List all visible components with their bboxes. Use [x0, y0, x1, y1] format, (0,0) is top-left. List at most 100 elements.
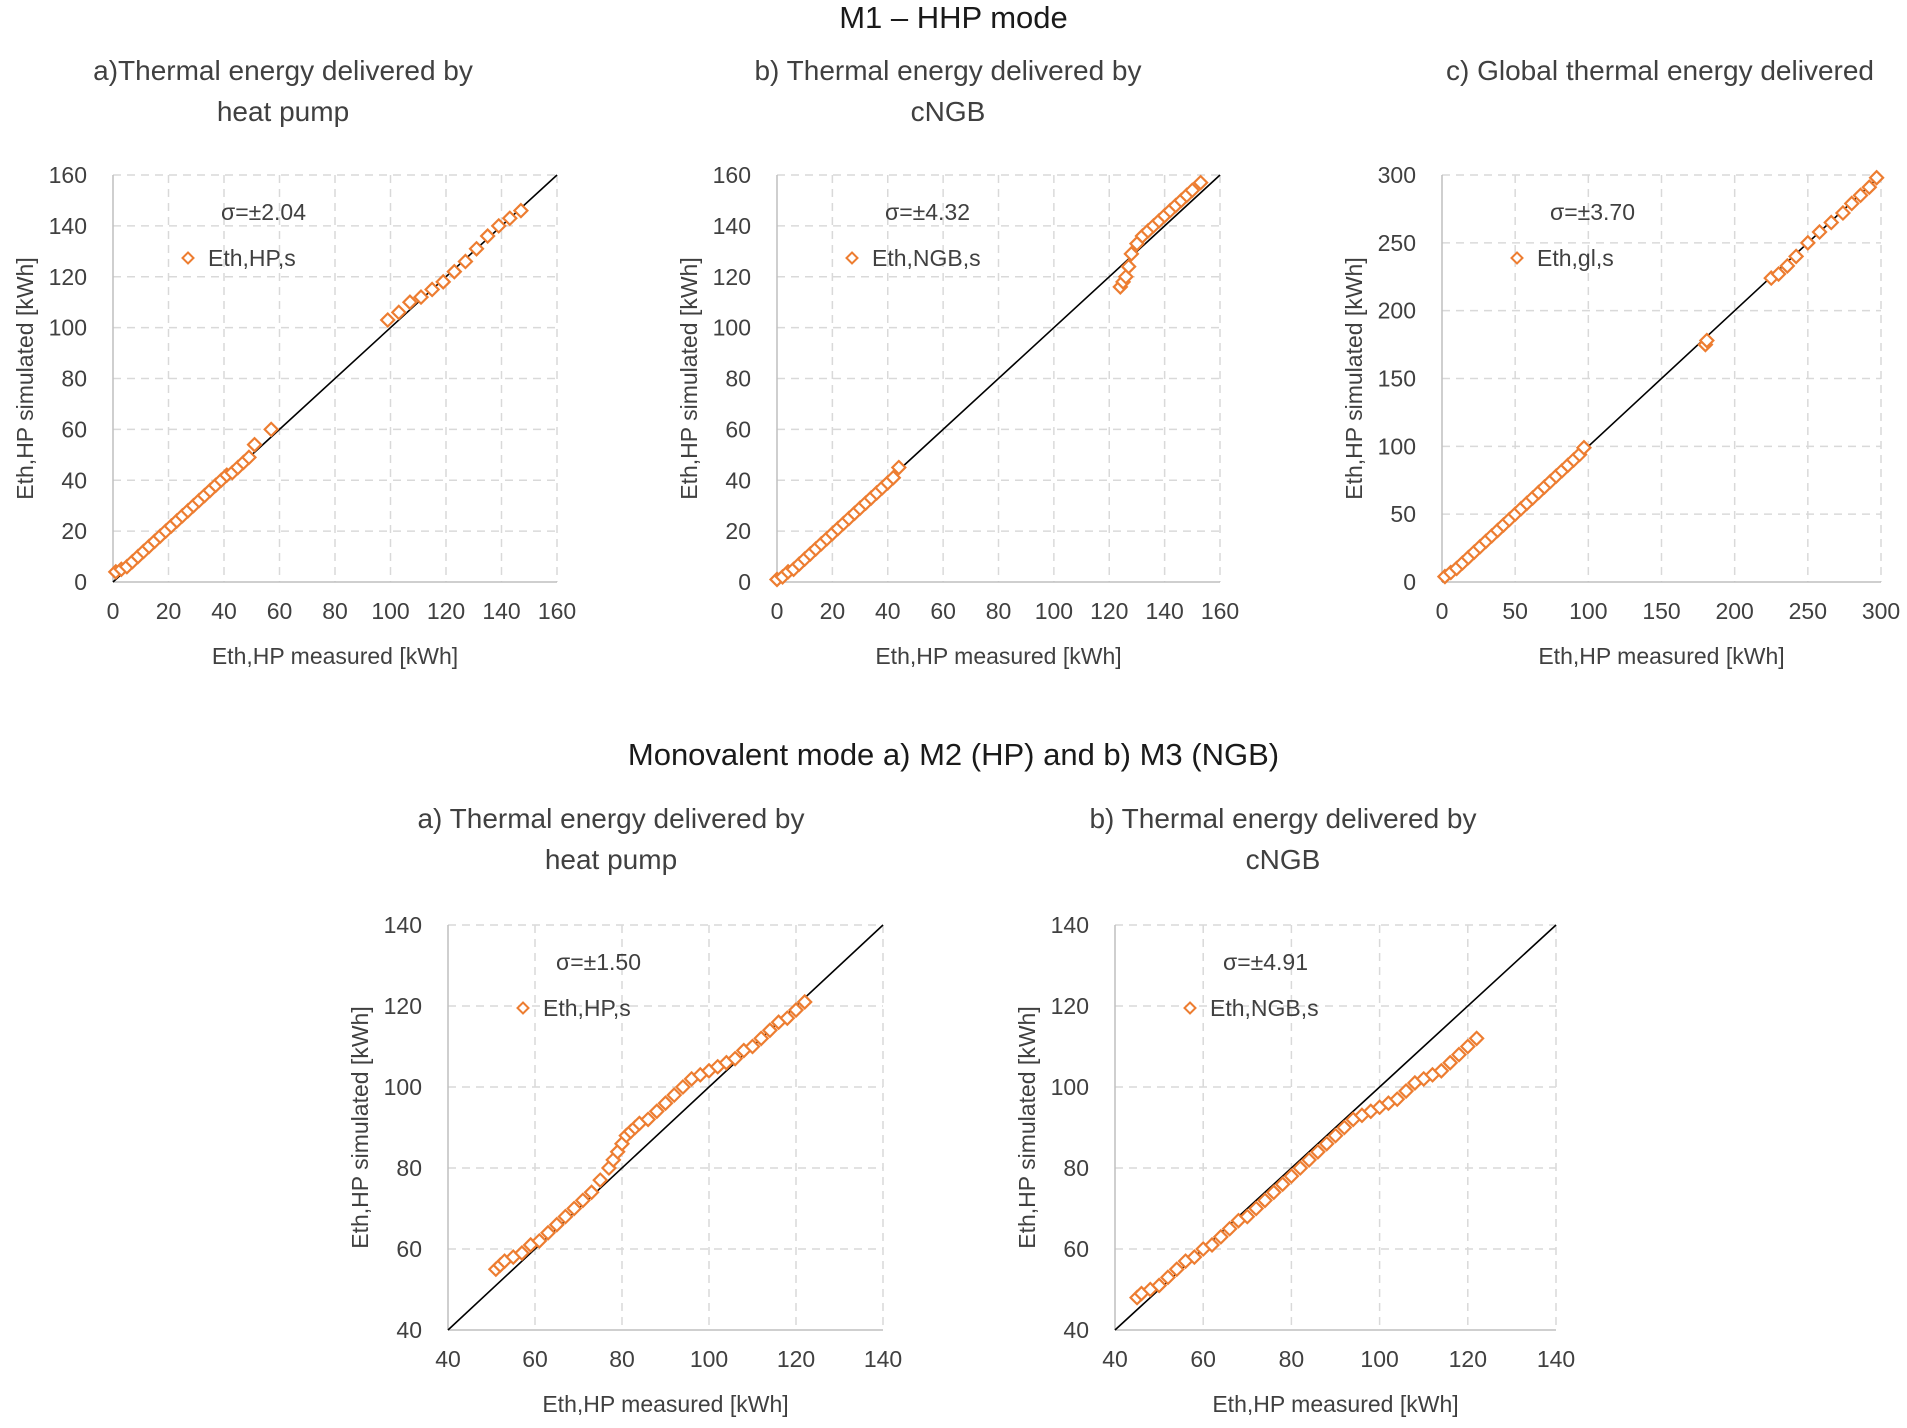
chart-m1a: a)Thermal energy delivered by heat pump 0 2… — [12, 55, 576, 669]
x-tick-label: 100 — [1035, 598, 1073, 624]
data-point — [1221, 1220, 1238, 1237]
data-point — [1256, 1192, 1273, 1209]
x-tick-label: 80 — [609, 1346, 635, 1372]
y-tick-label: 60 — [61, 416, 87, 442]
x-tick-label: 60 — [1190, 1346, 1216, 1372]
data-point — [1120, 258, 1137, 275]
data-point — [557, 1208, 574, 1225]
data-point — [787, 1001, 805, 1019]
x-tick-label: 120 — [427, 598, 465, 624]
data-point — [468, 240, 485, 257]
legend-label: Eth,NGB,s — [872, 245, 981, 271]
chart-title: c) Global thermal energy delivered — [1446, 55, 1874, 86]
data-point — [1265, 1184, 1282, 1201]
data-point — [1852, 187, 1869, 204]
data-point — [1834, 204, 1852, 222]
x-tick-label: 140 — [864, 1346, 902, 1372]
data-point — [890, 459, 907, 476]
chart-m1b: b) Thermal energy delivered by cNGB 0 20 40 6… — [676, 55, 1239, 669]
data-point — [263, 421, 280, 438]
data-point — [512, 202, 529, 219]
y-tick-label: 250 — [1378, 230, 1416, 256]
x-tick-label: 120 — [1449, 1346, 1487, 1372]
y-tick-label: 20 — [725, 518, 751, 544]
y-tick-label: 20 — [61, 518, 87, 544]
data-point — [379, 311, 396, 329]
y-tick-label: 0 — [738, 569, 751, 595]
y-tick-label: 0 — [1403, 569, 1416, 595]
y-tick-label: 80 — [1063, 1155, 1089, 1181]
data-point — [1398, 1082, 1415, 1100]
data-point — [479, 227, 496, 245]
data-point — [1239, 1208, 1256, 1225]
data-point — [1300, 1151, 1318, 1168]
data-point — [1318, 1135, 1335, 1152]
legend-marker-icon — [1510, 251, 1524, 265]
data-point — [727, 1050, 744, 1067]
data-point — [424, 281, 441, 298]
y-tick-label: 140 — [384, 912, 422, 938]
reference-line — [447, 924, 884, 1331]
x-tick-label: 20 — [156, 598, 182, 624]
y-tick-label: 300 — [1378, 162, 1416, 188]
y-tick-label: 40 — [396, 1317, 422, 1343]
sigma-annotation: σ=±1.50 — [556, 949, 641, 975]
x-tick-label: 140 — [1145, 598, 1183, 624]
data-point — [246, 436, 263, 453]
y-axis-label: Eth,HP simulated [kWh] — [347, 1006, 373, 1248]
y-axis-label: Eth,HP simulated [kWh] — [1014, 1006, 1040, 1248]
data-point — [1192, 174, 1209, 191]
data-point — [401, 294, 418, 311]
y-tick-label: 60 — [1063, 1236, 1089, 1262]
x-tick-label: 140 — [1537, 1346, 1575, 1372]
data-point — [1843, 195, 1860, 212]
data-point — [435, 273, 452, 290]
x-axis-label: Eth,HP measured [kWh] — [1538, 643, 1784, 669]
data-point — [1799, 234, 1816, 251]
x-tick-label: 140 — [482, 598, 520, 624]
data-point — [457, 253, 474, 270]
data-point — [1788, 248, 1805, 265]
data-point — [1283, 1168, 1300, 1185]
sigma-annotation: σ=±4.32 — [885, 199, 970, 225]
chart-m1c: c) Global thermal energy delivered 0 50 100… — [1341, 55, 1900, 669]
data-point — [1779, 257, 1796, 274]
data-point — [640, 1111, 657, 1128]
data-point — [1811, 223, 1828, 241]
y-tick-label: 160 — [713, 162, 751, 188]
x-tick-label: 0 — [107, 598, 120, 624]
x-tick-label: 0 — [771, 598, 784, 624]
data-point — [885, 469, 902, 486]
data-point — [1309, 1143, 1326, 1160]
chart-title: heat pump — [545, 844, 677, 875]
y-tick-label: 50 — [1390, 501, 1416, 527]
data-point — [753, 1030, 770, 1047]
data-point — [1212, 1228, 1229, 1245]
chart-title: cNGB — [1246, 844, 1321, 875]
y-tick-label: 120 — [384, 993, 422, 1019]
x-tick-label: 200 — [1715, 598, 1753, 624]
x-tick-label: 20 — [820, 598, 846, 624]
chart-title: b) Thermal energy delivered by — [1089, 803, 1476, 834]
x-tick-label: 40 — [1102, 1346, 1128, 1372]
x-tick-label: 100 — [690, 1346, 728, 1372]
data-point — [583, 1184, 600, 1201]
data-point — [1698, 332, 1715, 349]
data-point — [1327, 1127, 1344, 1144]
data-point — [574, 1192, 591, 1209]
data-point — [1274, 1176, 1291, 1193]
x-axis-label: Eth,HP measured [kWh] — [212, 643, 458, 669]
data-point — [674, 1078, 691, 1096]
legend-marker-icon — [1183, 1001, 1197, 1015]
section1-title: M1 – HHP mode — [839, 0, 1068, 35]
data-point — [1433, 1062, 1450, 1079]
chart-title: a)Thermal energy delivered by — [93, 55, 473, 86]
x-tick-label: 150 — [1642, 598, 1680, 624]
y-tick-label: 100 — [1378, 433, 1416, 459]
data-point — [744, 1038, 761, 1055]
data-point — [1168, 1261, 1185, 1278]
chart-title: heat pump — [217, 96, 349, 127]
y-tick-label: 100 — [384, 1074, 422, 1100]
x-tick-label: 160 — [538, 598, 576, 624]
